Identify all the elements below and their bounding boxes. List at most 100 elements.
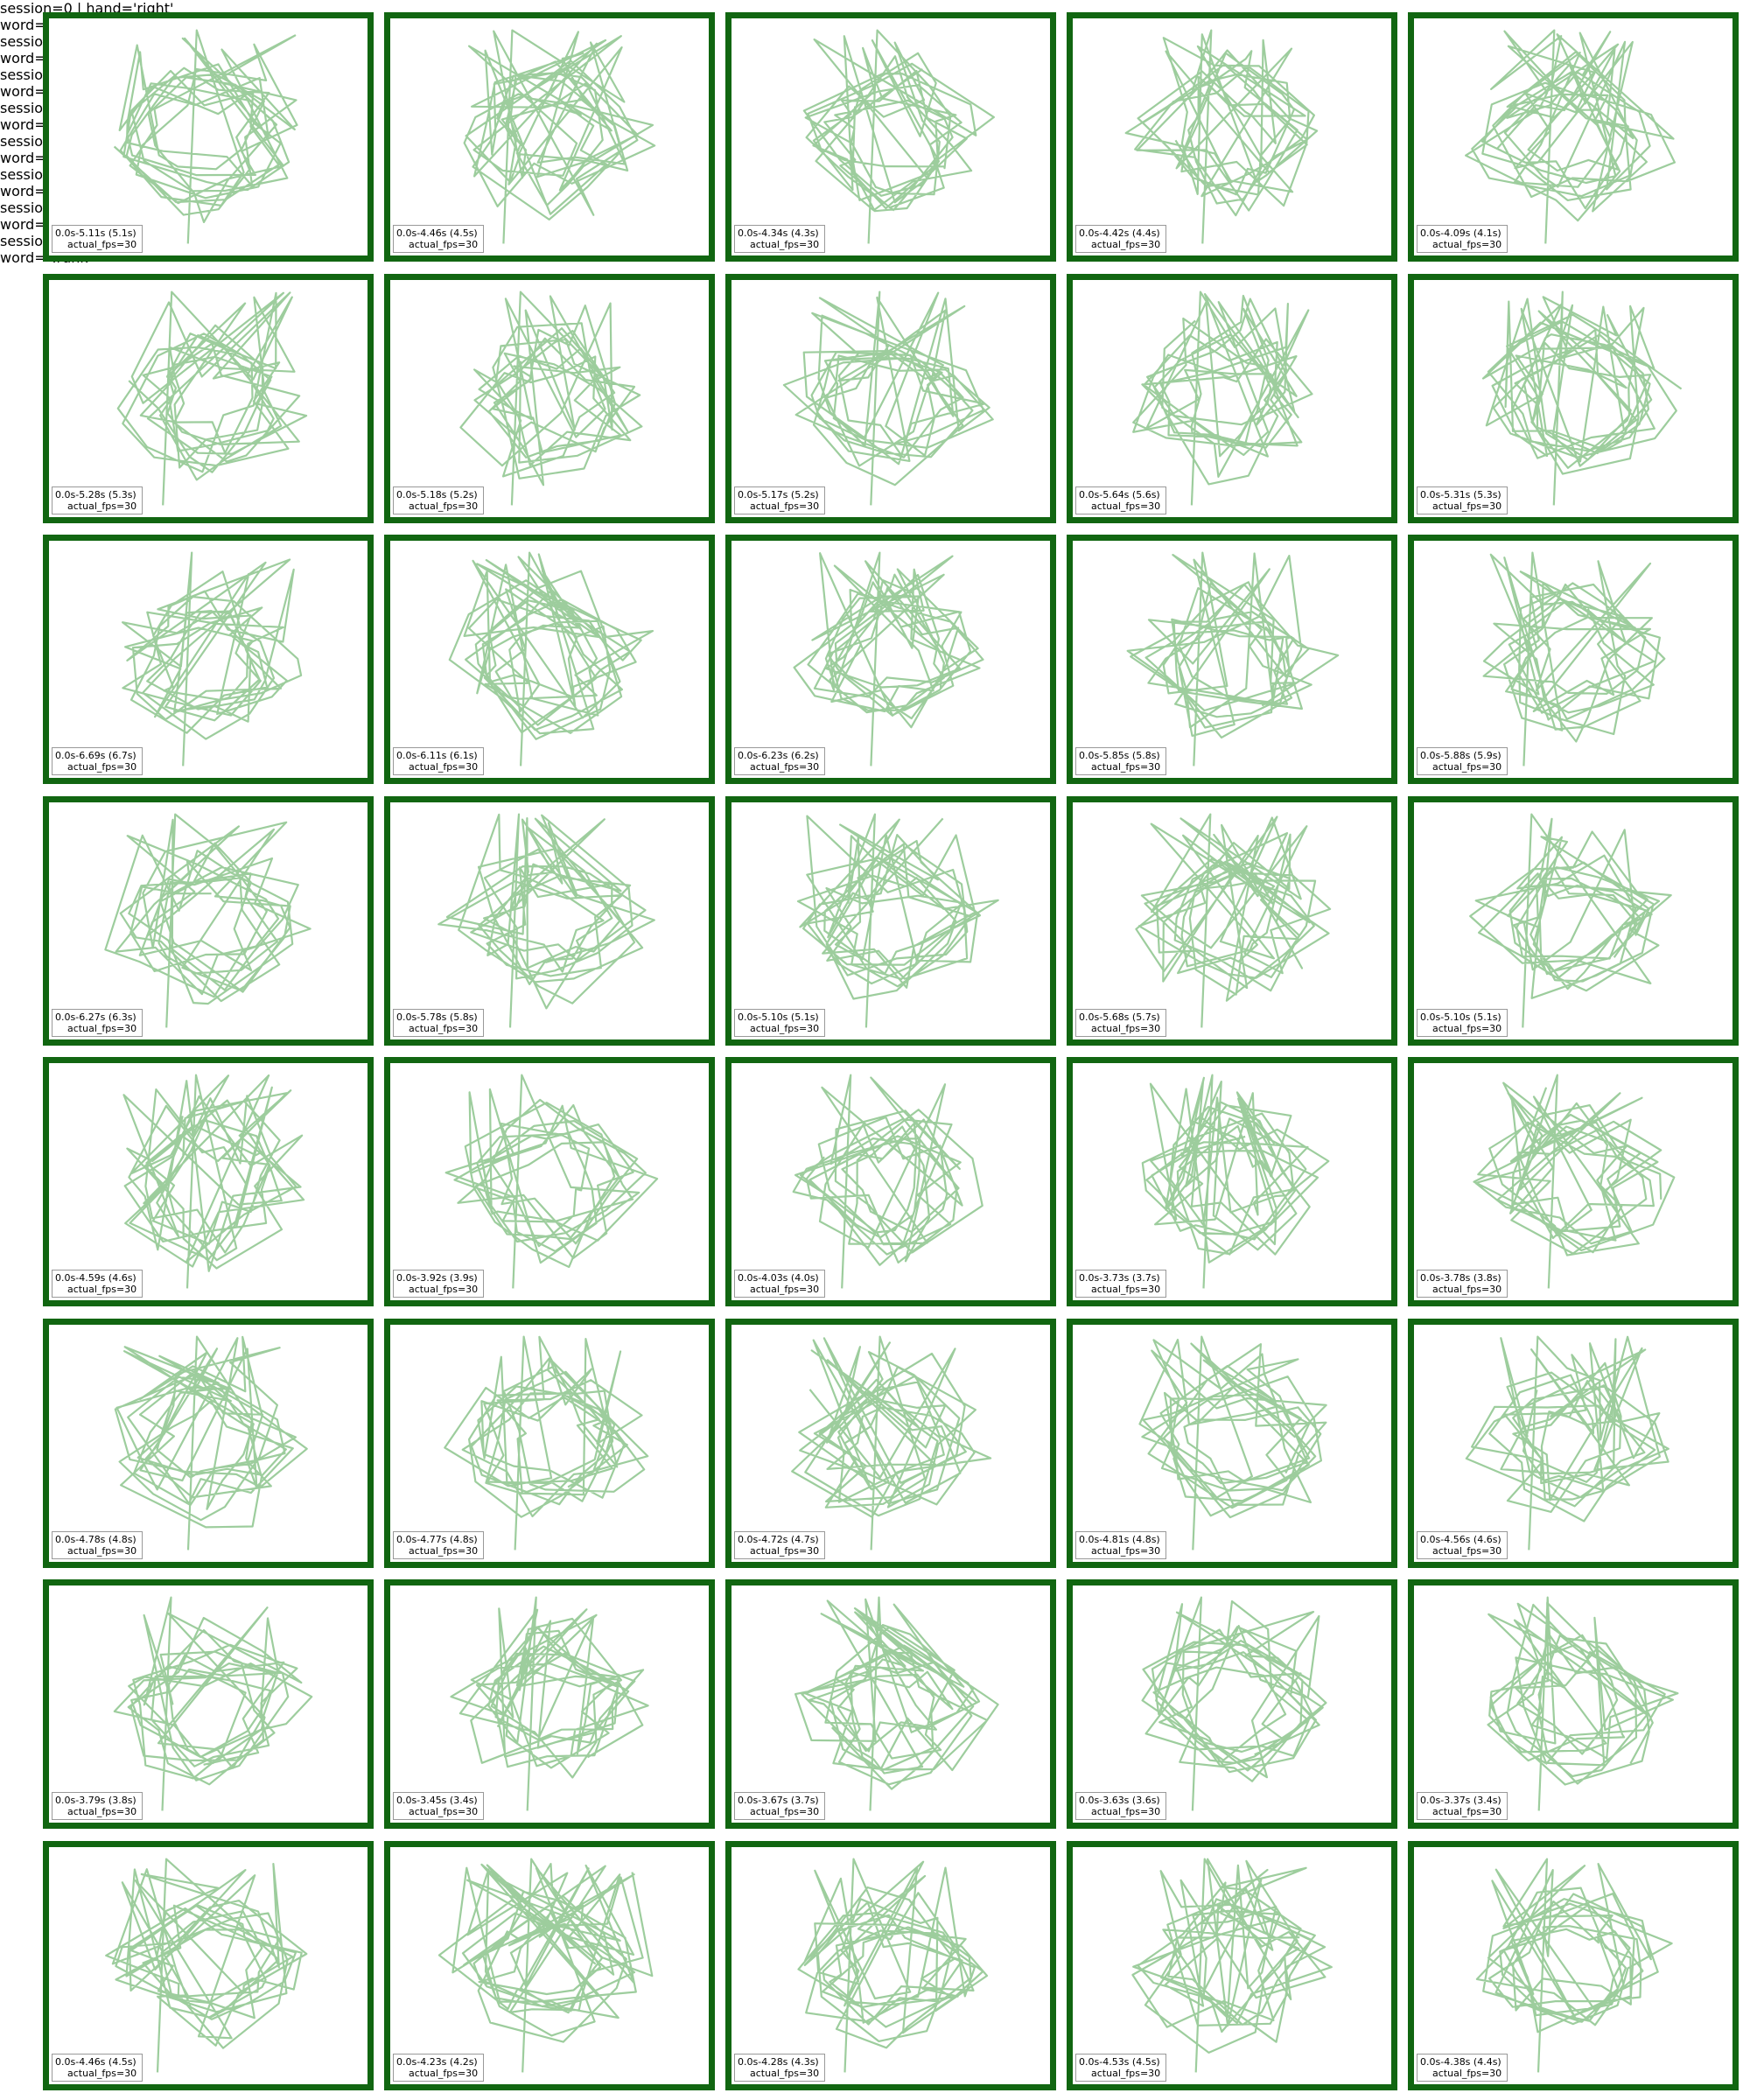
trajectory-panel: 0.0s-5.28s (5.3s) actual_fps=30 xyxy=(43,273,374,523)
info-box: 0.0s-4.72s (4.7s) actual_fps=30 xyxy=(734,1530,826,1559)
fps-label: actual_fps=30 xyxy=(409,1544,479,1557)
fps-label: actual_fps=30 xyxy=(409,761,479,773)
trajectory-plot xyxy=(450,1596,649,1811)
time-range: 0.0s-3.79s (3.8s) xyxy=(55,1795,136,1806)
fps-label: actual_fps=30 xyxy=(1432,1022,1502,1034)
trajectory-plot xyxy=(792,1074,984,1289)
trajectory-panel: 0.0s-4.03s (4.0s) actual_fps=30 xyxy=(725,1057,1056,1306)
trajectory xyxy=(1131,1858,1333,2072)
fps-label: actual_fps=30 xyxy=(1091,239,1161,250)
fps-label: actual_fps=30 xyxy=(67,1806,137,1817)
info-box: 0.0s-4.38s (4.4s) actual_fps=30 xyxy=(1417,2053,1508,2082)
trajectory xyxy=(105,1858,308,2072)
trajectory xyxy=(1465,1335,1670,1550)
trajectory-panel: 0.0s-4.78s (4.8s) actual_fps=30 xyxy=(43,1318,374,1568)
trajectory xyxy=(463,29,656,244)
trajectory-plot xyxy=(791,1335,992,1550)
fps-label: actual_fps=30 xyxy=(750,1284,820,1295)
trajectory-plot xyxy=(1465,1335,1670,1550)
fps-label: actual_fps=30 xyxy=(409,500,479,512)
trajectory xyxy=(1469,813,1672,1027)
info-box: 0.0s-4.56s (4.6s) actual_fps=30 xyxy=(1417,1530,1508,1559)
trajectory-plot xyxy=(444,1074,659,1289)
trajectory xyxy=(1481,290,1683,505)
info-box: 0.0s-5.64s (5.6s) actual_fps=30 xyxy=(1075,486,1167,514)
fps-label: actual_fps=30 xyxy=(67,500,137,512)
trajectory-plot xyxy=(1141,1596,1327,1811)
trajectory-plot xyxy=(1135,813,1332,1027)
fps-label: actual_fps=30 xyxy=(409,1284,479,1295)
fps-label: actual_fps=30 xyxy=(67,1284,137,1295)
trajectory-panel: 0.0s-4.46s (4.5s) actual_fps=30 xyxy=(384,12,715,262)
info-box: 0.0s-3.78s (3.8s) actual_fps=30 xyxy=(1417,1270,1508,1298)
trajectory xyxy=(104,813,312,1027)
trajectory-plot xyxy=(122,1074,305,1289)
fps-label: actual_fps=30 xyxy=(750,761,820,773)
trajectory-panel: 0.0s-4.38s (4.4s) actual_fps=30 xyxy=(1408,1840,1739,2090)
trajectory-plot xyxy=(794,1596,999,1811)
info-box: 0.0s-4.77s (4.8s) actual_fps=30 xyxy=(393,1530,485,1559)
info-box: 0.0s-3.73s (3.7s) actual_fps=30 xyxy=(1075,1270,1167,1298)
trajectory-plot xyxy=(1126,551,1340,766)
info-box: 0.0s-5.88s (5.9s) actual_fps=30 xyxy=(1417,747,1508,775)
fps-label: actual_fps=30 xyxy=(1432,761,1502,773)
trajectory-panel: 0.0s-4.23s (4.2s) actual_fps=30 xyxy=(384,1840,715,2090)
trajectory xyxy=(1124,29,1319,244)
trajectory xyxy=(794,1596,999,1811)
trajectory-plot xyxy=(444,1335,649,1550)
info-box: 0.0s-3.67s (3.7s) actual_fps=30 xyxy=(734,1792,826,1820)
trajectory xyxy=(1126,551,1340,766)
trajectory-plot xyxy=(122,551,303,766)
trajectory xyxy=(1135,813,1332,1027)
trajectory-panel: 0.0s-6.69s (6.7s) actual_fps=30 xyxy=(43,535,374,784)
time-range: 0.0s-4.34s (4.3s) xyxy=(738,228,819,239)
trajectory xyxy=(1141,1596,1327,1811)
info-box: 0.0s-4.34s (4.3s) actual_fps=30 xyxy=(734,225,826,253)
trajectory-panel: 0.0s-5.10s (5.1s) actual_fps=30 xyxy=(1408,795,1739,1046)
trajectory-panel: 0.0s-4.46s (4.5s) actual_fps=30 xyxy=(43,1840,374,2090)
trajectory-plot xyxy=(1124,29,1319,244)
trajectory xyxy=(1487,1596,1679,1811)
info-box: 0.0s-5.18s (5.2s) actual_fps=30 xyxy=(393,486,485,514)
info-box: 0.0s-4.53s (4.5s) actual_fps=30 xyxy=(1075,2053,1167,2082)
fps-label: actual_fps=30 xyxy=(409,1022,479,1034)
info-box: 0.0s-3.63s (3.6s) actual_fps=30 xyxy=(1075,1792,1167,1820)
trajectory xyxy=(444,1074,659,1289)
info-box: 0.0s-5.10s (5.1s) actual_fps=30 xyxy=(1417,1008,1508,1037)
info-box: 0.0s-5.68s (5.7s) actual_fps=30 xyxy=(1075,1008,1167,1037)
fps-label: actual_fps=30 xyxy=(67,761,137,773)
trajectory-plot xyxy=(1131,1858,1333,2072)
trajectory-panel: 0.0s-4.28s (4.3s) actual_fps=30 xyxy=(725,1840,1056,2090)
trajectory-panel: 0.0s-3.78s (3.8s) actual_fps=30 xyxy=(1408,1057,1739,1306)
trajectory-plot xyxy=(463,29,656,244)
info-box: 0.0s-5.85s (5.8s) actual_fps=30 xyxy=(1075,747,1167,775)
trajectory xyxy=(802,29,995,244)
trajectory-plot xyxy=(1482,551,1666,766)
trajectory-panel: 0.0s-3.45s (3.4s) actual_fps=30 xyxy=(384,1579,715,1829)
time-range: 0.0s-4.38s (4.4s) xyxy=(1420,2055,1502,2068)
trajectory-panel: 0.0s-4.42s (4.4s) actual_fps=30 xyxy=(1067,12,1397,262)
fps-label: actual_fps=30 xyxy=(1432,239,1502,250)
fps-label: actual_fps=30 xyxy=(1091,1544,1161,1557)
fps-label: actual_fps=30 xyxy=(1091,1284,1161,1295)
trajectory-panel: 0.0s-5.11s (5.1s) actual_fps=30 xyxy=(43,12,374,262)
fps-label: actual_fps=30 xyxy=(750,239,820,250)
trajectory xyxy=(796,813,999,1027)
fps-label: actual_fps=30 xyxy=(750,1544,820,1557)
fps-label: actual_fps=30 xyxy=(67,1544,137,1557)
trajectory xyxy=(438,813,655,1027)
trajectory-plot xyxy=(113,1596,313,1811)
trajectory-panel: 0.0s-3.73s (3.7s) actual_fps=30 xyxy=(1067,1057,1397,1306)
info-box: 0.0s-5.31s (5.3s) actual_fps=30 xyxy=(1417,486,1508,514)
trajectory-plot xyxy=(796,813,999,1027)
trajectory xyxy=(1465,29,1676,244)
time-range: 0.0s-3.67s (3.7s) xyxy=(738,1795,819,1806)
trajectory-panel: 0.0s-4.72s (4.7s) actual_fps=30 xyxy=(725,1318,1056,1568)
trajectory-panel: 0.0s-4.34s (4.3s) actual_fps=30 xyxy=(725,12,1056,262)
time-range: 0.0s-3.45s (3.4s) xyxy=(396,1795,478,1806)
fps-label: actual_fps=30 xyxy=(1091,500,1161,512)
fps-label: actual_fps=30 xyxy=(1091,761,1161,773)
trajectory xyxy=(448,551,654,766)
fps-label: actual_fps=30 xyxy=(1432,2067,1502,2079)
trajectory-plot xyxy=(1481,290,1683,505)
